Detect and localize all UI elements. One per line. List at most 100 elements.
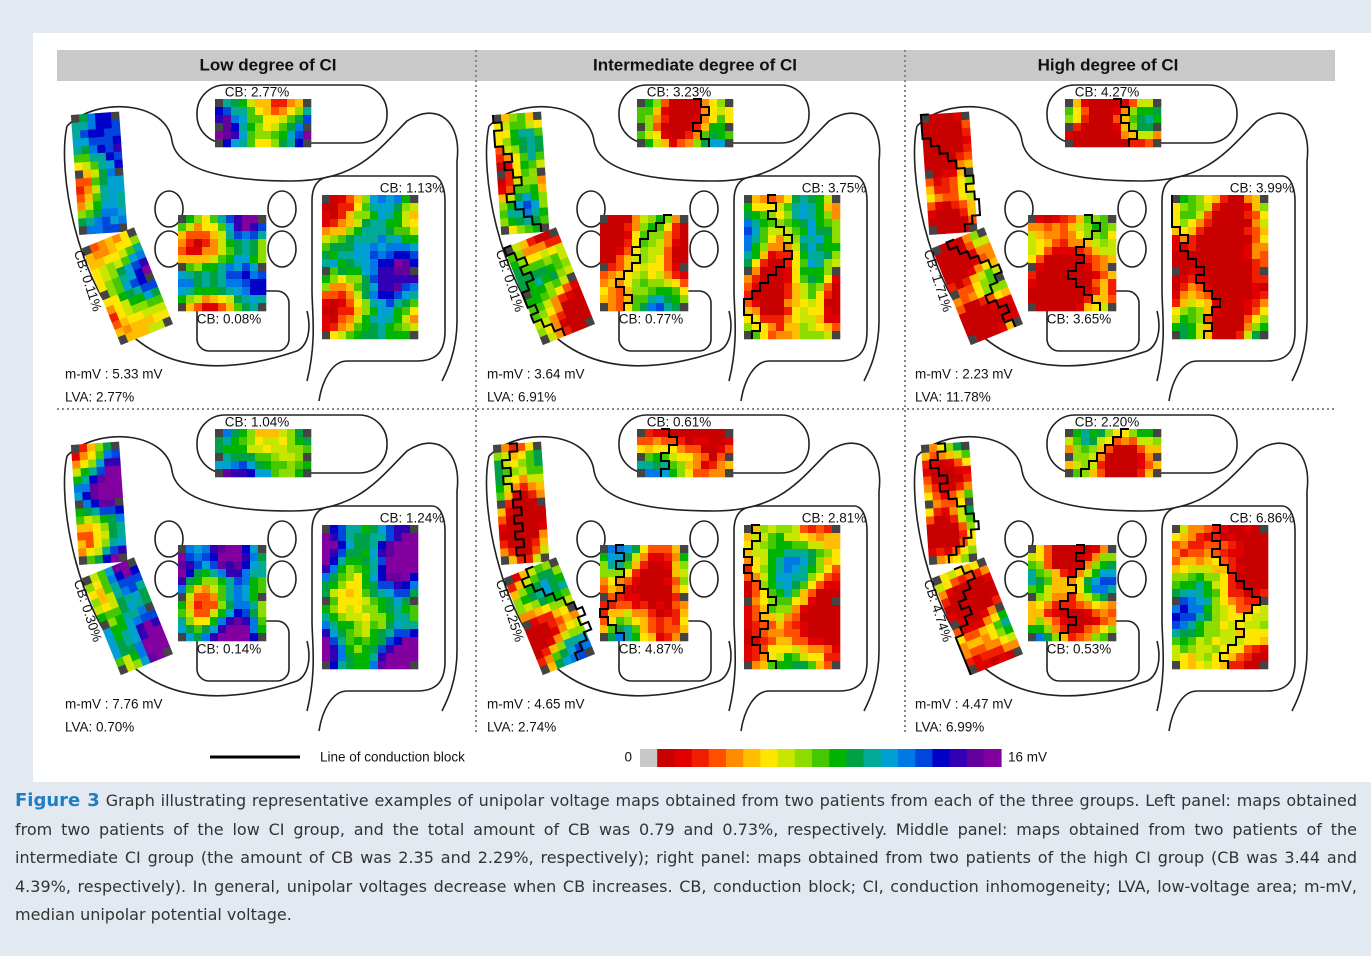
lva-label: LVA: 2.77% (65, 390, 134, 405)
map-cell (632, 601, 641, 610)
voltage-map (503, 557, 596, 676)
map-cell (223, 453, 232, 462)
map-cell (944, 112, 954, 122)
map-cell (271, 123, 280, 132)
map-cell (1028, 279, 1037, 288)
map-cell (402, 533, 411, 542)
map-cell (410, 267, 419, 276)
map-cell (500, 113, 510, 123)
map-cell (78, 226, 88, 235)
map-cell (124, 575, 136, 586)
map-cell (637, 115, 646, 124)
map-cell (242, 625, 251, 634)
map-cell (370, 315, 379, 324)
map-cell (402, 227, 411, 236)
map-cell (792, 557, 801, 566)
map-cell (608, 303, 617, 312)
map-cell (529, 286, 540, 298)
map-cell (1044, 279, 1053, 288)
map-cell (530, 199, 540, 209)
map-cell (354, 541, 363, 550)
map-cell (362, 243, 371, 252)
map-cell (768, 637, 777, 646)
map-cell (354, 227, 363, 236)
map-cell (1145, 461, 1154, 470)
map-cell (544, 280, 555, 292)
map-cell (239, 107, 248, 116)
map-cell (938, 137, 948, 147)
map-cell (1068, 569, 1077, 578)
map-cell (1244, 613, 1253, 622)
map-cell (800, 573, 809, 582)
map-cell (394, 291, 403, 300)
map-cell (378, 637, 387, 646)
map-cell (792, 589, 801, 598)
map-cell (661, 429, 670, 438)
map-cell (940, 161, 950, 171)
map-cell (103, 450, 113, 459)
map-cell (546, 245, 558, 256)
map-cell (346, 275, 355, 284)
map-cell (752, 235, 761, 244)
map-cell (1180, 613, 1189, 622)
map-cell (1060, 569, 1069, 578)
map-cell (542, 298, 554, 310)
map-cell (768, 323, 777, 332)
map-cell (994, 601, 1006, 613)
map-cell (942, 201, 952, 210)
map-cell (104, 566, 115, 578)
map-cell (119, 316, 130, 328)
map-cell (966, 639, 977, 650)
map-cell (148, 304, 160, 316)
map-cell (194, 625, 203, 634)
map-cell (330, 283, 339, 292)
map-cell (410, 525, 419, 534)
map-cell (1092, 577, 1101, 586)
map-cell (109, 537, 119, 547)
map-cell (1121, 461, 1130, 470)
map-cell (648, 303, 657, 312)
map-cell (1196, 613, 1205, 622)
map-cell (808, 605, 817, 614)
map-cell (242, 569, 251, 578)
map-cell (1188, 283, 1197, 292)
lva-label: LVA: 6.99% (915, 720, 984, 735)
map-cell (100, 200, 110, 210)
map-cell (402, 307, 411, 316)
map-cell (1060, 287, 1069, 296)
map-cell (824, 267, 833, 276)
map-cell (102, 442, 112, 452)
map-cell (768, 235, 777, 244)
map-cell (760, 629, 769, 638)
map-cell (402, 605, 411, 614)
map-cell (832, 259, 841, 268)
map-cell (752, 195, 761, 204)
map-cell (800, 307, 809, 316)
map-cell (202, 545, 211, 554)
map-cell (493, 122, 503, 132)
map-cell (566, 271, 578, 283)
map-cell (354, 637, 363, 646)
map-cell (231, 131, 240, 140)
map-cell (386, 283, 395, 292)
map-cell (1180, 637, 1189, 646)
map-cell (1108, 625, 1117, 634)
map-cell (247, 445, 256, 454)
map-cell (234, 271, 243, 280)
map-cell (545, 306, 557, 317)
map-cell (1089, 107, 1098, 116)
map-cell (1236, 307, 1245, 316)
map-cell (1068, 577, 1077, 586)
map-cell (533, 127, 543, 137)
map-cell (247, 139, 256, 148)
map-cell (362, 267, 371, 276)
map-cell (1121, 99, 1130, 108)
map-cell (322, 307, 331, 316)
map-cell (117, 621, 129, 633)
map-cell (1036, 255, 1045, 264)
map-cell (640, 561, 649, 570)
map-cell (981, 303, 992, 314)
map-cell (776, 645, 785, 654)
map-cell (768, 549, 777, 558)
map-cell (832, 637, 841, 646)
